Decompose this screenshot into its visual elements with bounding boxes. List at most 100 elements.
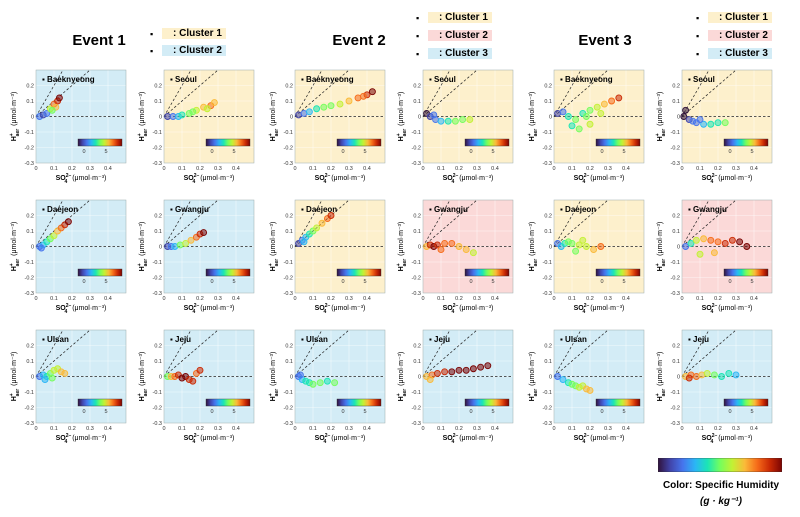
legend-label: : Cluster 1	[438, 12, 492, 23]
y-tick-label: -0.2	[543, 146, 552, 152]
x-tick-label: 0.3	[86, 426, 94, 432]
mini-colorbar	[464, 268, 510, 277]
data-point	[469, 249, 477, 257]
legend-label: : Cluster 2	[172, 45, 226, 56]
x-tick-label: 0.2	[714, 426, 722, 432]
x-tick-label: 0.2	[586, 166, 594, 172]
mini-colorbar	[723, 398, 769, 407]
x-tick-label: 0.2	[68, 296, 76, 302]
data-point	[441, 368, 449, 376]
y-tick-label: 0	[549, 115, 552, 121]
panel-event-1-jeju: ▪ Jeju 0 5 0 0.1 0.2 0.3 0.4 0.2 0.1 0 -0.1 -0.2 -0.3…	[137, 329, 255, 445]
reference-line	[163, 69, 219, 117]
site-label: ▪ Gwangju	[688, 205, 727, 214]
data-point	[48, 374, 56, 382]
mini-colorbar	[595, 268, 641, 277]
reference-line	[163, 329, 219, 377]
x-tick-label: 0	[421, 426, 424, 432]
panel-event-3-gwangju: ▪ Gwangju 0 5 0 0.1 0.2 0.3 0.4 0.2 0.1 0 -0.1 -0.2 -…	[655, 199, 773, 315]
legend-e2-cluster3: ▪ : Cluster 3	[416, 48, 492, 59]
mini-colorbar-tick: 0	[469, 409, 472, 415]
mini-colorbar-tick: 5	[363, 279, 366, 285]
site-label: ▪ Baeknyeong	[301, 75, 354, 84]
y-axis-label: H+aer (μmol·m⁻³)	[527, 222, 539, 272]
x-axis-label: SO2− 4 (μmol·m⁻³)	[574, 173, 625, 185]
y-tick-label: 0.1	[285, 99, 293, 105]
panel-event-1-gwangju: ▪ Gwangju 0 5 0 0.1 0.2 0.3 0.4 0.2 0.1 0 -0.1 -0.2 -…	[137, 199, 255, 315]
y-tick-label: -0.3	[412, 421, 421, 427]
x-tick-label: 0.1	[309, 426, 317, 432]
x-axis-label: SO2− 4 (μmol·m⁻³)	[315, 173, 366, 185]
data-point	[178, 111, 186, 119]
y-tick-label: -0.2	[284, 146, 293, 152]
site-label: ▪ Gwangju	[429, 205, 468, 214]
y-tick-label: 0	[31, 115, 34, 121]
site-label: ▪ Jeju	[170, 335, 191, 344]
data-point	[572, 116, 580, 124]
mini-colorbar-tick: 0	[82, 149, 85, 155]
y-tick-label: 0	[290, 115, 293, 121]
mini-colorbar	[336, 138, 382, 147]
data-point	[210, 99, 218, 107]
mini-colorbar-tick: 5	[750, 149, 753, 155]
x-tick-label: 0.1	[568, 296, 576, 302]
x-axis-label: SO2− 4 (μmol·m⁻³)	[184, 173, 235, 185]
x-tick-label: 0.2	[68, 426, 76, 432]
data-point	[692, 236, 700, 244]
mini-colorbar	[77, 268, 123, 277]
data-point	[714, 238, 722, 246]
data-point	[559, 376, 567, 384]
y-tick-label: -0.3	[543, 291, 552, 297]
data-point	[582, 243, 590, 250]
data-point	[600, 100, 608, 108]
y-tick-label: -0.1	[543, 260, 552, 266]
y-axis-label: H+aer (μmol·m⁻³)	[268, 352, 280, 402]
data-point	[700, 120, 708, 128]
y-tick-label: -0.2	[543, 406, 552, 412]
y-tick-label: 0	[418, 245, 421, 251]
x-tick-label: 0.1	[437, 166, 445, 172]
y-tick-label: 0.2	[672, 344, 680, 350]
x-axis-label: SO2− 4 (μmol·m⁻³)	[702, 303, 753, 315]
data-point	[448, 368, 456, 376]
site-label: ▪ Gwangju	[170, 205, 209, 214]
y-tick-label: 0.2	[285, 214, 293, 220]
x-tick-label: 0.2	[68, 166, 76, 172]
y-tick-label: -0.3	[284, 291, 293, 297]
mini-colorbar-tick: 5	[622, 409, 625, 415]
x-tick-label: 0	[552, 296, 555, 302]
x-tick-label: 0.3	[345, 166, 353, 172]
panel-event-1-ulsan: ▪ Ulsan 0 5 0 0.1 0.2 0.3 0.4 0.2 0.1 0 -0.1 -0.2 -0.…	[9, 329, 127, 445]
x-tick-label: 0.2	[586, 426, 594, 432]
mini-colorbar-tick: 0	[600, 279, 603, 285]
y-tick-label: -0.3	[25, 161, 34, 167]
data-point	[189, 377, 197, 385]
data-point	[687, 239, 695, 247]
y-tick-label: 0.1	[413, 99, 421, 105]
x-tick-label: 0.3	[214, 166, 222, 172]
y-tick-label: 0	[159, 115, 162, 121]
y-tick-label: 0	[677, 245, 680, 251]
y-tick-label: -0.3	[284, 161, 293, 167]
x-tick-label: 0.4	[104, 166, 112, 172]
x-tick-label: 0	[680, 166, 683, 172]
y-axis-label: H+aer (μmol·m⁻³)	[655, 92, 667, 142]
x-tick-label: 0.3	[732, 166, 740, 172]
x-tick-label: 0.4	[622, 426, 630, 432]
panel-event-2-seoul: ▪ Seoul 0 5 0 0.1 0.2 0.3 0.4 0.2 0.1 0 -0.1 -0.2 -0.…	[396, 69, 514, 185]
data-point	[710, 371, 718, 379]
x-tick-label: 0.2	[586, 296, 594, 302]
y-tick-label: 0.1	[26, 359, 34, 365]
reference-line	[553, 69, 609, 117]
panel-event-3-jeju: ▪ Jeju 0 5 0 0.1 0.2 0.3 0.4 0.2 0.1 0 -0.1 -0.2 -0.3…	[655, 329, 773, 445]
x-tick-label: 0.4	[232, 426, 240, 432]
y-tick-label: -0.3	[543, 161, 552, 167]
data-point	[575, 125, 583, 133]
x-tick-label: 0.3	[604, 296, 612, 302]
data-point	[597, 109, 605, 117]
data-point	[703, 369, 711, 377]
x-tick-label: 0	[162, 426, 165, 432]
y-axis-label: H+aer (μmol·m⁻³)	[9, 92, 21, 142]
x-axis-label: SO2− 4 (μmol·m⁻³)	[574, 433, 625, 445]
y-tick-label: 0.1	[285, 229, 293, 235]
